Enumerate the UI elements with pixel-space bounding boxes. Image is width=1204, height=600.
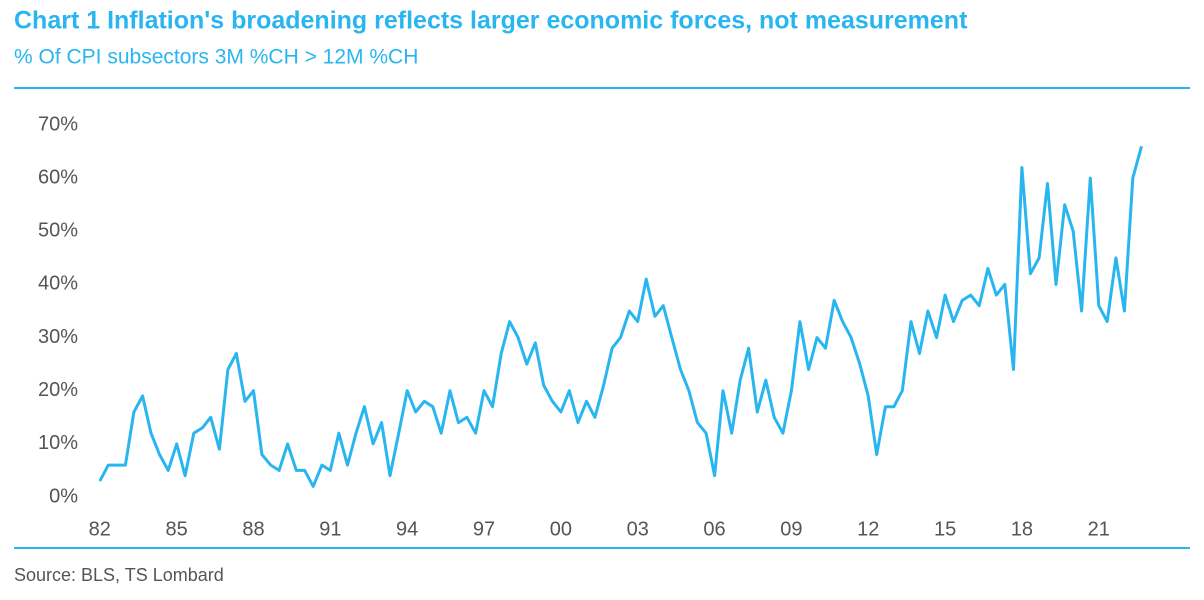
line bbox=[98, 145, 1143, 488]
source: Source: BLS, TS Lombard bbox=[14, 565, 224, 585]
y-tick-label: 30% bbox=[38, 326, 78, 348]
x-tick-label: 00 bbox=[550, 518, 572, 540]
chart-subtitle: % Of CPI subsectors 3M %CH > 12M %CH bbox=[14, 46, 418, 69]
y-tick-label: 60% bbox=[38, 166, 78, 188]
x-tick-label: 12 bbox=[857, 518, 879, 540]
x-tick-label: 88 bbox=[242, 518, 264, 540]
y-tick-label: 0% bbox=[49, 485, 78, 507]
x-tick-label: 91 bbox=[319, 518, 341, 540]
x-tick-label: 97 bbox=[473, 518, 495, 540]
x-tick-label: 09 bbox=[780, 518, 802, 540]
x-tick-label: 82 bbox=[89, 518, 111, 540]
x-tick-label: 85 bbox=[166, 518, 188, 540]
chart-title: Chart 1 Inflation's broadening reflects … bbox=[14, 7, 968, 35]
x-tick-label: 21 bbox=[1088, 518, 1110, 540]
y-tick-label: 50% bbox=[38, 220, 78, 242]
y-tick-label: 70% bbox=[38, 113, 78, 135]
x-tick-label: 15 bbox=[934, 518, 956, 540]
x-tick-label: 06 bbox=[703, 518, 725, 540]
y-tick-label: 20% bbox=[38, 379, 78, 401]
x-tick-label: 94 bbox=[396, 518, 418, 540]
x-tick-label: 18 bbox=[1011, 518, 1033, 540]
y-tick-label: 40% bbox=[38, 273, 78, 295]
y-tick-label: 10% bbox=[38, 432, 78, 454]
x-tick-label: 03 bbox=[627, 518, 649, 540]
